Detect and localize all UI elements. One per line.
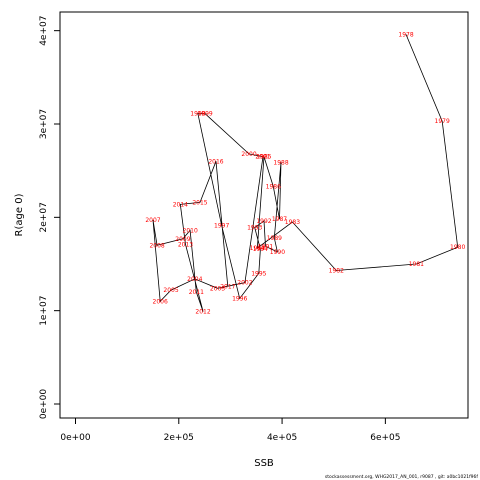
point-label: 2002 [237,280,252,287]
footnote: stockassessment.org, WHG2017_AN_001, r90… [325,474,478,480]
point-label: 2013 [178,241,193,248]
x-axis-title: SSB [254,458,274,469]
point-label: 2004 [187,276,202,283]
point-label: 1986 [266,184,281,191]
point-label: 1999 [197,111,212,118]
y-tick-label: 1e+07 [39,296,49,326]
x-tick-label: 0e+00 [60,433,91,443]
point-label: 2016 [208,158,223,165]
point-label: 1991 [258,243,273,250]
point-label: 2000 [241,151,256,158]
y-axis: 0e+00 1e+07 2e+07 3e+07 4e+07 [39,16,61,420]
point-label: 1997 [214,223,229,230]
y-tick-label: 0e+00 [39,389,49,420]
point-label: 1980 [450,244,465,251]
y-tick-label: 3e+07 [39,109,49,139]
point-label: 2011 [189,289,204,296]
point-label: 1979 [435,118,450,125]
point-label: 1998 [190,111,205,118]
point-label: 2012 [195,309,210,316]
point-label: 1994 [253,246,268,253]
point-label: 1978 [398,31,413,38]
point-label: 2007 [145,217,160,224]
x-tick-label: 2e+05 [164,433,194,443]
series-line [152,34,459,312]
point-label: 1981 [409,261,424,268]
point-label: 2009 [175,236,190,243]
point-label: 2006 [153,298,168,305]
point-label: 2014 [173,201,188,208]
point-label: 2010 [183,227,198,234]
x-tick-label: 4e+05 [267,433,297,443]
point-label: 1982 [329,268,344,275]
point-label: 1995 [251,270,266,277]
point-label: 1990 [270,249,285,256]
point-label: 1985 [256,154,271,161]
point-label: 1983 [285,219,300,226]
plot-area [59,11,469,419]
point-label: 1987 [272,216,287,223]
x-axis: 0e+00 2e+05 4e+05 6e+05 [60,417,400,443]
point-label: 1984 [250,245,265,252]
x-tick-label: 6e+05 [370,433,400,443]
y-axis-title: R(age 0) [14,193,25,236]
point-label: 2001 [255,154,270,161]
point-label: 1989 [267,235,282,242]
point-label: 2015 [192,199,207,206]
point-label: 2017 [220,283,235,290]
point-label: 2003 [210,285,225,292]
point-label: 1992 [256,218,271,225]
point-label: 1988 [273,159,288,166]
point-label: 1996 [232,296,247,303]
y-tick-label: 4e+07 [39,16,49,46]
year-labels: 1978 1979 1980 1981 1982 1983 1984 1985 1986 1987… [145,31,465,315]
y-tick-label: 2e+07 [39,202,49,232]
point-label: 2005 [163,287,178,294]
point-label: 2008 [149,242,164,249]
point-label: 1993 [247,225,262,232]
